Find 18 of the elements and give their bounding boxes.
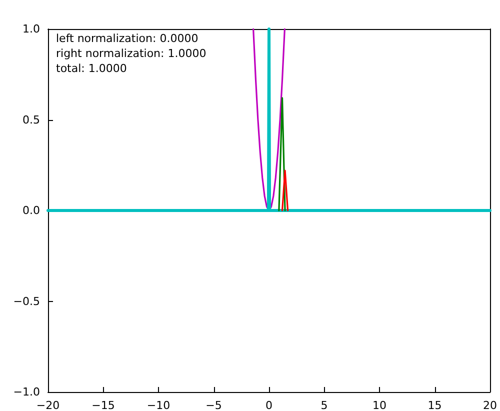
y-tick-label: 1.0 [22, 22, 40, 36]
annotation: total: 1.0000 [56, 62, 127, 75]
y-tick-label: −1.0 [13, 386, 40, 398]
y-tick-label: 0.0 [22, 204, 40, 217]
y-tick-label: 0.5 [22, 113, 40, 126]
annotation: right normalization: 1.0000 [56, 47, 206, 60]
x-tick-label: 10 [372, 399, 386, 411]
line-series [252, 28, 286, 212]
x-tick-label: 0 [266, 399, 272, 411]
x-tick-label: −20 [36, 399, 60, 411]
x-tick-label: 5 [320, 399, 328, 411]
x-tick-label: 20 [483, 399, 497, 411]
x-tick-label: 15 [428, 399, 442, 411]
x-tick-label: −10 [146, 399, 170, 411]
x-tick-label: −5 [206, 399, 222, 411]
y-tick-label: −0.5 [13, 294, 40, 308]
x-tick-label: −15 [92, 399, 115, 411]
annotation: left normalization: 0.0000 [56, 32, 198, 45]
